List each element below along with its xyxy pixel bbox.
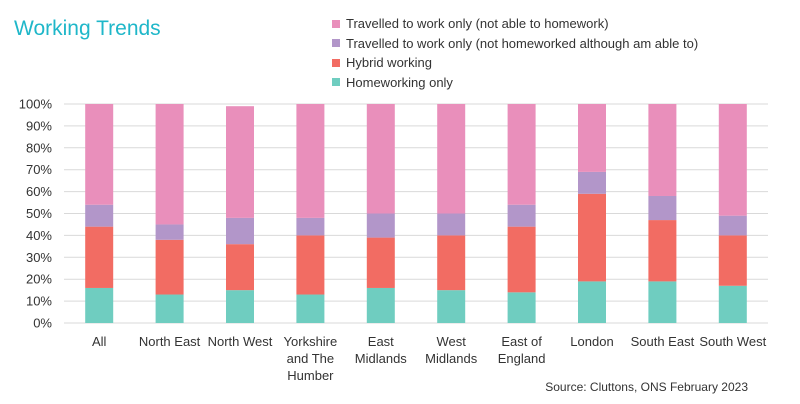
- bar-segment: [296, 217, 325, 236]
- bar-segment: [85, 226, 114, 288]
- x-tick-label: North East: [139, 334, 201, 349]
- bar-segment: [507, 104, 536, 205]
- bar-segment: [226, 217, 254, 245]
- y-tick-label: 50%: [26, 206, 52, 221]
- bar-segment: [155, 224, 184, 240]
- bar-segment: [366, 237, 395, 288]
- x-tick-label: Yorkshire and The Humber: [284, 334, 338, 383]
- bar-segment: [366, 213, 395, 238]
- legend-label: Travelled to work only (not homeworked a…: [346, 35, 699, 51]
- x-tick-label: London: [570, 334, 613, 349]
- legend-label: Homeworking only: [346, 74, 453, 90]
- bar-segment: [296, 294, 325, 323]
- legend-item-travelled-able: Travelled to work only (not homeworked a…: [332, 34, 698, 54]
- y-tick-label: 70%: [26, 162, 52, 177]
- bar-segment: [718, 215, 747, 236]
- bar-segment: [296, 104, 325, 218]
- bar-segment: [507, 204, 536, 227]
- bar-segment: [648, 104, 677, 196]
- legend-swatch: [332, 19, 340, 28]
- legend-item-homeworking: Homeworking only: [332, 73, 698, 93]
- bar-segment: [718, 104, 747, 216]
- bar-segment: [437, 290, 466, 323]
- bar-segment: [155, 294, 184, 323]
- legend-item-travelled-not-able: Travelled to work only (not able to home…: [332, 14, 698, 34]
- bar-segment: [155, 104, 184, 225]
- y-tick-label: 60%: [26, 184, 52, 199]
- source-note: Source: Cluttons, ONS February 2023: [545, 380, 748, 394]
- bar-segment: [507, 226, 536, 293]
- bar-segment: [507, 292, 536, 323]
- bar-segment: [718, 285, 747, 323]
- bar-segment: [85, 204, 114, 227]
- chart-title: Working Trends: [14, 17, 161, 40]
- bar-segment: [437, 213, 466, 236]
- bar-segment: [226, 106, 254, 218]
- bar-segment: [578, 281, 606, 323]
- bar-segment: [578, 104, 606, 172]
- legend-swatch: [332, 39, 340, 48]
- legend-swatch: [332, 78, 340, 87]
- legend: Travelled to work only (not able to home…: [332, 14, 698, 92]
- bar-segment: [578, 193, 606, 282]
- bar-segment: [226, 290, 254, 323]
- legend-label: Travelled to work only (not able to home…: [346, 16, 609, 32]
- bar-segment: [648, 195, 677, 221]
- legend-item-hybrid: Hybrid working: [332, 53, 698, 73]
- bar-segment: [718, 235, 747, 286]
- bar-segment: [85, 287, 114, 323]
- x-tick-label: East Midlands: [355, 334, 408, 366]
- bar-segment: [366, 287, 395, 323]
- y-tick-label: 80%: [26, 140, 52, 155]
- x-tick-label: North West: [208, 334, 273, 349]
- y-tick-label: 20%: [26, 272, 52, 287]
- y-tick-label: 100%: [19, 97, 53, 112]
- y-tick-label: 90%: [26, 118, 52, 133]
- x-tick-label: South West: [699, 334, 766, 349]
- bar-segment: [155, 239, 184, 295]
- bar-segment: [578, 171, 606, 194]
- y-tick-label: 40%: [26, 228, 52, 243]
- x-tick-label: All: [92, 334, 107, 349]
- bar-segment: [296, 235, 325, 295]
- bar-segment: [437, 104, 466, 214]
- x-tick-label: East of England: [498, 334, 546, 366]
- bar-segment: [85, 104, 114, 205]
- legend-label: Hybrid working: [346, 55, 432, 71]
- bar-segment: [648, 281, 677, 323]
- x-tick-label: West Midlands: [425, 334, 478, 366]
- y-tick-label: 10%: [26, 294, 52, 309]
- x-tick-label: South East: [631, 334, 695, 349]
- y-tick-label: 0%: [33, 316, 52, 331]
- bar-segment: [366, 104, 395, 214]
- bar-segment: [437, 235, 466, 291]
- bar-segment: [226, 244, 254, 291]
- bar-segment: [648, 220, 677, 282]
- y-tick-label: 30%: [26, 250, 52, 265]
- legend-swatch: [332, 58, 340, 67]
